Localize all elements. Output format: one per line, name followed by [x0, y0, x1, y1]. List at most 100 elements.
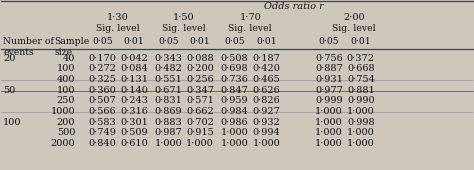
Text: 1·000: 1·000	[315, 128, 343, 137]
Text: 0·343: 0·343	[155, 54, 182, 63]
Text: Sample
size: Sample size	[54, 37, 90, 57]
Text: 250: 250	[57, 96, 75, 105]
Text: 1·000: 1·000	[221, 139, 248, 148]
Text: 0·507: 0·507	[89, 96, 116, 105]
Text: 500: 500	[57, 128, 75, 137]
Text: 1·000: 1·000	[315, 139, 343, 148]
Text: 0·200: 0·200	[186, 64, 214, 73]
Text: 0·610: 0·610	[120, 139, 148, 148]
Text: 2·00: 2·00	[343, 13, 365, 22]
Text: 0·668: 0·668	[347, 64, 374, 73]
Text: 0·256: 0·256	[186, 75, 214, 84]
Text: Odds ratio r: Odds ratio r	[264, 2, 324, 11]
Text: 0·140: 0·140	[120, 86, 148, 95]
Text: 0·984: 0·984	[221, 107, 248, 116]
Text: 1·70: 1·70	[239, 13, 261, 22]
Text: 1·000: 1·000	[221, 128, 248, 137]
Text: 1·000: 1·000	[315, 117, 343, 126]
Text: 0·987: 0·987	[155, 128, 182, 137]
Text: 0·571: 0·571	[186, 96, 214, 105]
Text: 0·272: 0·272	[88, 64, 116, 73]
Text: 1000: 1000	[51, 107, 75, 116]
Text: 0·05: 0·05	[319, 37, 339, 46]
Text: Number of
events: Number of events	[3, 37, 54, 57]
Text: 0·551: 0·551	[155, 75, 182, 84]
Text: 1·000: 1·000	[186, 139, 214, 148]
Text: 1·000: 1·000	[347, 128, 375, 137]
Text: 0·01: 0·01	[350, 37, 371, 46]
Text: 0·756: 0·756	[315, 54, 343, 63]
Text: 0·927: 0·927	[252, 107, 280, 116]
Text: 0·465: 0·465	[253, 75, 280, 84]
Text: 0·01: 0·01	[124, 37, 145, 46]
Text: 200: 200	[57, 117, 75, 126]
Text: 100: 100	[57, 86, 75, 95]
Text: 100: 100	[57, 64, 75, 73]
Text: 0·662: 0·662	[186, 107, 214, 116]
Text: 0·420: 0·420	[252, 64, 280, 73]
Text: 0·482: 0·482	[155, 64, 182, 73]
Text: 0·360: 0·360	[89, 86, 116, 95]
Text: 0·583: 0·583	[89, 117, 116, 126]
Text: 1·000: 1·000	[315, 107, 343, 116]
Text: 0·05: 0·05	[158, 37, 179, 46]
Text: 50: 50	[3, 86, 15, 95]
Text: Sig. level: Sig. level	[162, 24, 206, 33]
Text: 0·887: 0·887	[315, 64, 343, 73]
Text: 0·042: 0·042	[120, 54, 148, 63]
Text: 0·243: 0·243	[120, 96, 148, 105]
Text: 0·847: 0·847	[221, 86, 248, 95]
Text: 1·30: 1·30	[107, 13, 129, 22]
Text: 0·749: 0·749	[88, 128, 116, 137]
Text: 0·869: 0·869	[155, 107, 182, 116]
Text: 0·301: 0·301	[120, 117, 148, 126]
Text: 0·977: 0·977	[315, 86, 343, 95]
Text: 0·831: 0·831	[155, 96, 182, 105]
Text: 0·990: 0·990	[347, 96, 374, 105]
Text: 0·01: 0·01	[190, 37, 210, 46]
Text: 0·999: 0·999	[315, 96, 343, 105]
Text: 0·932: 0·932	[252, 117, 280, 126]
Text: 0·915: 0·915	[186, 128, 214, 137]
Text: 0·170: 0·170	[88, 54, 116, 63]
Text: 0·626: 0·626	[253, 86, 280, 95]
Text: 0·698: 0·698	[221, 64, 248, 73]
Text: 0·05: 0·05	[92, 37, 113, 46]
Text: 0·931: 0·931	[315, 75, 343, 84]
Text: 1·000: 1·000	[155, 139, 182, 148]
Text: 0·509: 0·509	[120, 128, 148, 137]
Text: 0·883: 0·883	[155, 117, 182, 126]
Text: 0·736: 0·736	[221, 75, 248, 84]
Text: Sig. level: Sig. level	[96, 24, 140, 33]
Text: 0·826: 0·826	[253, 96, 280, 105]
Text: 0·088: 0·088	[186, 54, 214, 63]
Text: 0·325: 0·325	[88, 75, 116, 84]
Text: 0·959: 0·959	[221, 96, 248, 105]
Text: 0·986: 0·986	[221, 117, 248, 126]
Text: 40: 40	[63, 54, 75, 63]
Text: 1·000: 1·000	[253, 139, 280, 148]
Text: 1·000: 1·000	[347, 107, 375, 116]
Text: 0·131: 0·131	[120, 75, 148, 84]
Text: Sig. level: Sig. level	[332, 24, 376, 33]
Text: 1·000: 1·000	[347, 139, 375, 148]
Text: 1·50: 1·50	[173, 13, 195, 22]
Text: 0·084: 0·084	[120, 64, 148, 73]
Text: 0·01: 0·01	[256, 37, 277, 46]
Text: 100: 100	[3, 117, 21, 126]
Text: 0·05: 0·05	[224, 37, 245, 46]
Text: 0·994: 0·994	[253, 128, 280, 137]
Text: 2000: 2000	[51, 139, 75, 148]
Text: 0·671: 0·671	[155, 86, 182, 95]
Text: 0·372: 0·372	[347, 54, 375, 63]
Text: 0·566: 0·566	[89, 107, 116, 116]
Text: 400: 400	[57, 75, 75, 84]
Text: Sig. level: Sig. level	[228, 24, 272, 33]
Text: 0·998: 0·998	[347, 117, 374, 126]
Text: 0·508: 0·508	[221, 54, 248, 63]
Text: 0·881: 0·881	[347, 86, 375, 95]
Text: 0·347: 0·347	[186, 86, 214, 95]
Text: 0·702: 0·702	[186, 117, 214, 126]
Text: 0·316: 0·316	[120, 107, 148, 116]
Text: 0·840: 0·840	[89, 139, 116, 148]
